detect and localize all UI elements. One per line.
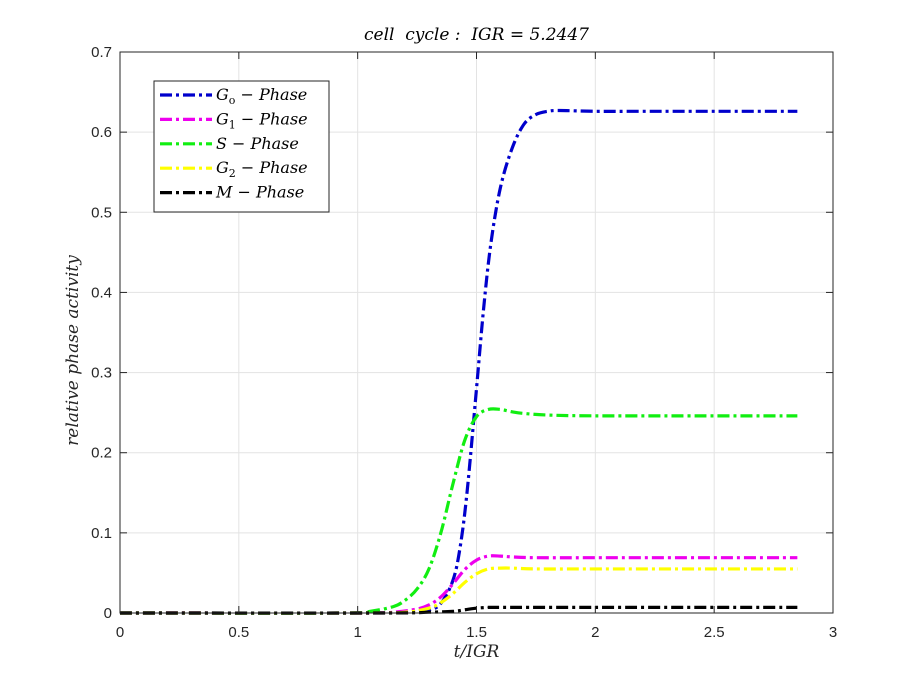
x-tick-label: 2.5	[704, 624, 725, 641]
x-tick-label: 1	[353, 624, 361, 641]
legend-label-main: G	[216, 85, 229, 104]
y-tick-label: 0.1	[91, 525, 112, 542]
y-tick-label: 0.2	[91, 445, 112, 462]
legend-label-rest: − Phase	[236, 109, 308, 128]
legend-label: S − Phase	[216, 134, 299, 153]
legend-label-main: G	[216, 109, 229, 128]
legend-label: G2 − Phase	[216, 158, 308, 180]
legend-label: Go − Phase	[216, 85, 307, 107]
series-line-4	[119, 605, 798, 615]
legend-label-main: S	[216, 134, 227, 153]
y-tick-label: 0.3	[91, 365, 112, 382]
legend-label-rest: − Phase	[227, 134, 299, 153]
legend-label-subscript: 1	[229, 118, 236, 131]
x-tick-label: 0.5	[228, 624, 249, 641]
grid	[119, 51, 834, 614]
x-tick-label: 1.5	[466, 624, 487, 641]
y-axis-label: relative phase activity	[63, 255, 83, 446]
y-tick-label: 0.5	[91, 204, 112, 221]
series-line-2	[119, 407, 798, 615]
legend-label-subscript: o	[229, 94, 236, 107]
legend-box	[153, 80, 330, 213]
x-axis-label: t/IGR	[454, 642, 500, 662]
legend-label-rest: − Phase	[235, 85, 307, 104]
legend-label: M − Phase	[215, 183, 304, 202]
x-tick-label: 0	[116, 624, 124, 641]
axis-ticks: 0 0.5 1 1.5 2 2.5 3 0 0.1 0.2 0.3 0.4 0.5 0.6 0.7	[91, 44, 837, 641]
y-tick-label: 0.4	[91, 284, 112, 301]
series-line-1	[119, 554, 798, 615]
chart-title: cell cycle : IGR = 5.2447	[364, 25, 589, 45]
y-tick-label: 0.6	[91, 124, 112, 141]
legend-label-subscript: 2	[229, 167, 236, 180]
y-tick-label: 0	[104, 605, 112, 622]
legend-label-rest: − Phase	[232, 183, 304, 202]
x-tick-label: 2	[591, 624, 599, 641]
legend-label-main: G	[216, 158, 229, 177]
legend-label-rest: − Phase	[236, 158, 308, 177]
x-tick-label: 3	[829, 624, 837, 641]
legend-label: G1 − Phase	[216, 109, 308, 131]
y-tick-label: 0.7	[91, 44, 112, 61]
legend-label-main: M	[215, 183, 233, 202]
